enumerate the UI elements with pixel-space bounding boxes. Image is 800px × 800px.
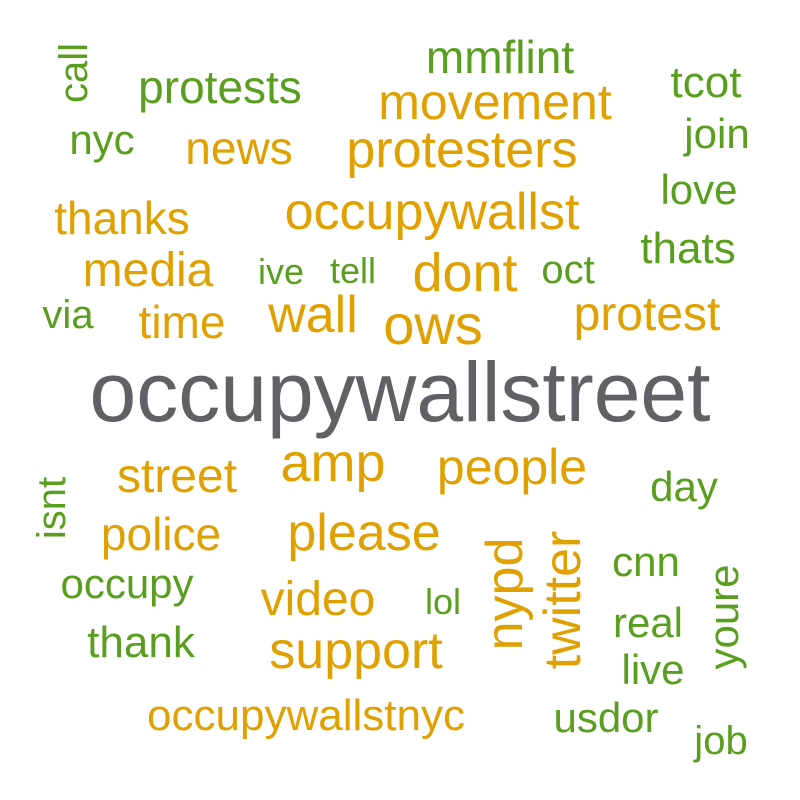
word-live: live [621,646,685,693]
word-please: please [287,504,441,562]
word-ive: ive [257,251,305,292]
word-amp: amp [280,433,386,493]
word-dont: dont [412,243,518,303]
word-protests: protests [138,61,302,113]
word-oct: oct [541,248,595,292]
word-usdor: usdor [553,694,659,741]
word-occupy: occupy [60,560,194,607]
word-time: time [138,296,226,348]
word-tcot: tcot [670,58,742,107]
word-call: call [52,42,96,104]
word-nypd: nypd [476,537,534,651]
word-twitter: twitter [534,530,592,670]
word-mmflint: mmflint [425,31,575,83]
word-media: media [82,244,214,297]
word-lol: lol [424,581,462,622]
word-occupywallstnyc: occupywallstnyc [147,691,465,740]
word-job: job [694,719,748,763]
word-people: people [436,439,588,495]
word-youre: youre [700,564,747,670]
word-thanks: thanks [54,192,190,244]
word-ows: ows [383,293,483,356]
word-police: police [100,508,222,560]
word-support: support [269,622,443,680]
word-love: love [660,166,738,213]
word-cnn: cnn [612,538,680,585]
word-occupywallstreet: occupywallstreet [89,345,711,439]
word-thats: thats [640,224,736,273]
word-real: real [612,599,684,646]
word-day: day [650,463,718,510]
word-wall: wall [268,286,358,344]
word-protesters: protesters [346,121,578,179]
word-via: via [42,293,94,337]
word-movement: movement [378,74,612,130]
word-thank: thank [87,618,195,667]
word-tell: tell [329,250,377,291]
word-join: join [684,110,750,157]
word-protest: protest [573,288,721,341]
word-isnt: isnt [30,476,74,540]
word-nyc: nyc [69,116,135,163]
word-street: street [116,450,238,503]
word-occupywallst: occupywallst [284,183,580,241]
word-video: video [260,573,376,626]
word-news: news [185,122,293,174]
